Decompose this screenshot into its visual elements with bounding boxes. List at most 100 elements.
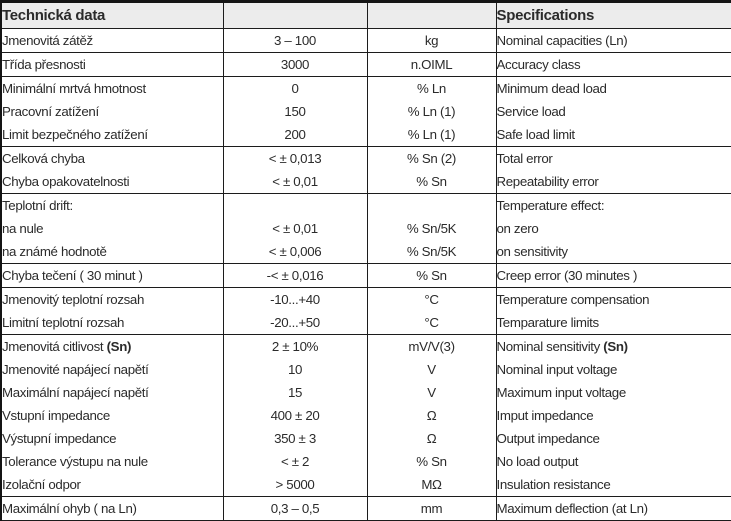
english-label-text: Nominal input voltage <box>496 362 618 377</box>
czech-label-text: Jmenovitá citlivost <box>2 339 107 354</box>
table-row: Izolační odpor > 5000 MΩ Insulation resi… <box>1 473 731 497</box>
cell-unit: % Sn <box>366 170 496 194</box>
unit-text: °C <box>424 315 439 330</box>
czech-header-title: Technická data <box>1 1 223 29</box>
czech-label-text: Výstupní impedance <box>2 431 117 446</box>
cell-czech-label: Minimální mrtvá hmotnost <box>1 77 223 101</box>
english-label-text: Imput impedance <box>496 408 594 423</box>
czech-label-text: Tolerance výstupu na nule <box>2 454 148 469</box>
cell-unit <box>366 193 496 217</box>
english-label-text: on sensitivity <box>496 244 568 259</box>
czech-label-text: Vstupní impedance <box>2 408 110 423</box>
cell-czech-label: Pracovní zatížení <box>1 100 223 123</box>
cell-unit: Ω <box>366 404 496 427</box>
cell-value: -20...+50 <box>222 311 367 335</box>
cell-value: 0,3 – 0,5 <box>222 496 367 521</box>
unit-text: % Sn/5K <box>406 244 457 259</box>
czech-label-text: Minimální mrtvá hmotnost <box>2 81 146 96</box>
table-row: Limit bezpečného zatížení 200 % Ln (1) S… <box>1 123 731 147</box>
cell-value: 3 – 100 <box>222 28 367 53</box>
cell-english-label: Accuracy class <box>495 52 731 77</box>
cell-czech-label: Limitní teplotní rozsah <box>1 311 223 335</box>
unit-text: % Ln (1) <box>407 104 456 119</box>
value-text: -10...+40 <box>270 292 320 307</box>
cell-english-label: Total error <box>495 146 731 170</box>
english-label-text: Accuracy class <box>496 57 581 72</box>
czech-label-text: Maximální ohyb ( na Ln) <box>2 501 137 516</box>
cell-value: -10...+40 <box>222 287 367 311</box>
table-row: Vstupní impedance 400 ± 20 Ω Imput imped… <box>1 404 731 427</box>
table-row: Chyba opakovatelnosti < ± 0,01 % Sn Repe… <box>1 170 731 194</box>
value-text: 150 <box>284 104 306 119</box>
value-text: > 5000 <box>275 477 315 492</box>
cell-unit: % Sn/5K <box>366 217 496 240</box>
cell-czech-label: na známé hodnotě <box>1 240 223 264</box>
table-row: Pracovní zatížení 150 % Ln (1) Service l… <box>1 100 731 123</box>
value-text: 400 ± 20 <box>270 408 320 423</box>
cell-unit: % Sn/5K <box>366 240 496 264</box>
cell-unit: % Ln (1) <box>366 123 496 147</box>
table-row: Jmenovitá citlivost (Sn) 2 ± 10% mV/V(3)… <box>1 334 731 358</box>
cell-english-label: Repeatability error <box>495 170 731 194</box>
english-label-text: Temparature limits <box>496 315 599 330</box>
cell-czech-label: Jmenovitý teplotní rozsah <box>1 288 223 312</box>
value-text: 350 ± 3 <box>274 431 316 446</box>
table-row: Jmenovité napájecí napětí 10 V Nominal i… <box>1 358 731 381</box>
table-row: Maximální ohyb ( na Ln) 0,3 – 0,5 mm Max… <box>1 496 731 521</box>
cell-value <box>222 193 367 217</box>
table-row: na nule < ± 0,01 % Sn/5K on zero <box>1 217 731 240</box>
unit-text: % Ln <box>417 81 446 96</box>
value-text: < ± 0,01 <box>272 174 318 189</box>
cell-czech-label: Maximální ohyb ( na Ln) <box>1 496 223 521</box>
cell-czech-label: Izolační odpor <box>1 473 223 497</box>
cell-value: < ± 0,013 <box>222 146 367 170</box>
cell-english-label: No load output <box>495 450 731 473</box>
cell-value: 10 <box>222 358 367 381</box>
value-text: -< ± 0,016 <box>266 268 324 283</box>
english-label-text: Minimum dead load <box>496 81 607 96</box>
value-text: < ± 0,01 <box>272 221 318 236</box>
cell-czech-label: Třída přesnosti <box>1 52 223 77</box>
unit-text: Ω <box>426 408 437 423</box>
czech-label-text: Teplotní drift: <box>2 198 73 213</box>
value-text: 0 <box>291 81 299 96</box>
cell-value: 3000 <box>222 52 367 77</box>
czech-label-text: Jmenovitý teplotní rozsah <box>2 292 145 307</box>
value-text: 15 <box>287 385 303 400</box>
czech-label-text: Třída přesnosti <box>2 57 86 72</box>
cell-czech-label: Jmenovitá zátěž <box>1 28 223 53</box>
unit-text: °C <box>424 292 439 307</box>
english-label-text: Maximum input voltage <box>496 385 626 400</box>
cell-unit: Ω <box>366 427 496 450</box>
cell-value: < ± 0,006 <box>222 240 367 264</box>
cell-value: 200 <box>222 123 367 147</box>
cell-english-label: Service load <box>495 100 731 123</box>
cell-unit: % Ln <box>366 76 496 100</box>
cell-unit: °C <box>366 287 496 311</box>
cell-english-label: on zero <box>495 217 731 240</box>
cell-value: 350 ± 3 <box>222 427 367 450</box>
czech-label-text: Jmenovité napájecí napětí <box>2 362 149 377</box>
value-text: 3 – 100 <box>274 33 316 48</box>
unit-text: % Sn <box>416 454 447 469</box>
table-row: Jmenovitá zátěž 3 – 100 kg Nominal capac… <box>1 28 731 53</box>
value-text: -20...+50 <box>270 315 320 330</box>
table-row: Limitní teplotní rozsah -20...+50 °C Tem… <box>1 311 731 335</box>
english-label-text: Nominal capacities (Ln) <box>496 33 628 48</box>
cell-english-label: on sensitivity <box>495 240 731 264</box>
cell-english-label: Temperature compensation <box>495 287 731 311</box>
value-text: 0,3 – 0,5 <box>270 501 320 516</box>
cell-unit: % Ln (1) <box>366 100 496 123</box>
cell-english-label: Nominal sensitivity (Sn) <box>495 334 731 358</box>
english-label-text: Temperature effect: <box>496 198 605 213</box>
unit-text: Ω <box>426 431 437 446</box>
english-header-title: Specifications <box>495 1 731 29</box>
czech-label-text: Limitní teplotní rozsah <box>2 315 125 330</box>
cell-english-label: Nominal capacities (Ln) <box>495 28 731 53</box>
cell-english-label: Temperature effect: <box>495 193 731 217</box>
unit-text: mV/V(3) <box>408 339 455 354</box>
czech-label-bold-text: (Sn) <box>106 339 132 354</box>
cell-unit: V <box>366 381 496 404</box>
cell-english-label: Insulation resistance <box>495 473 731 497</box>
table-row: Tolerance výstupu na nule < ± 2 % Sn No … <box>1 450 731 473</box>
